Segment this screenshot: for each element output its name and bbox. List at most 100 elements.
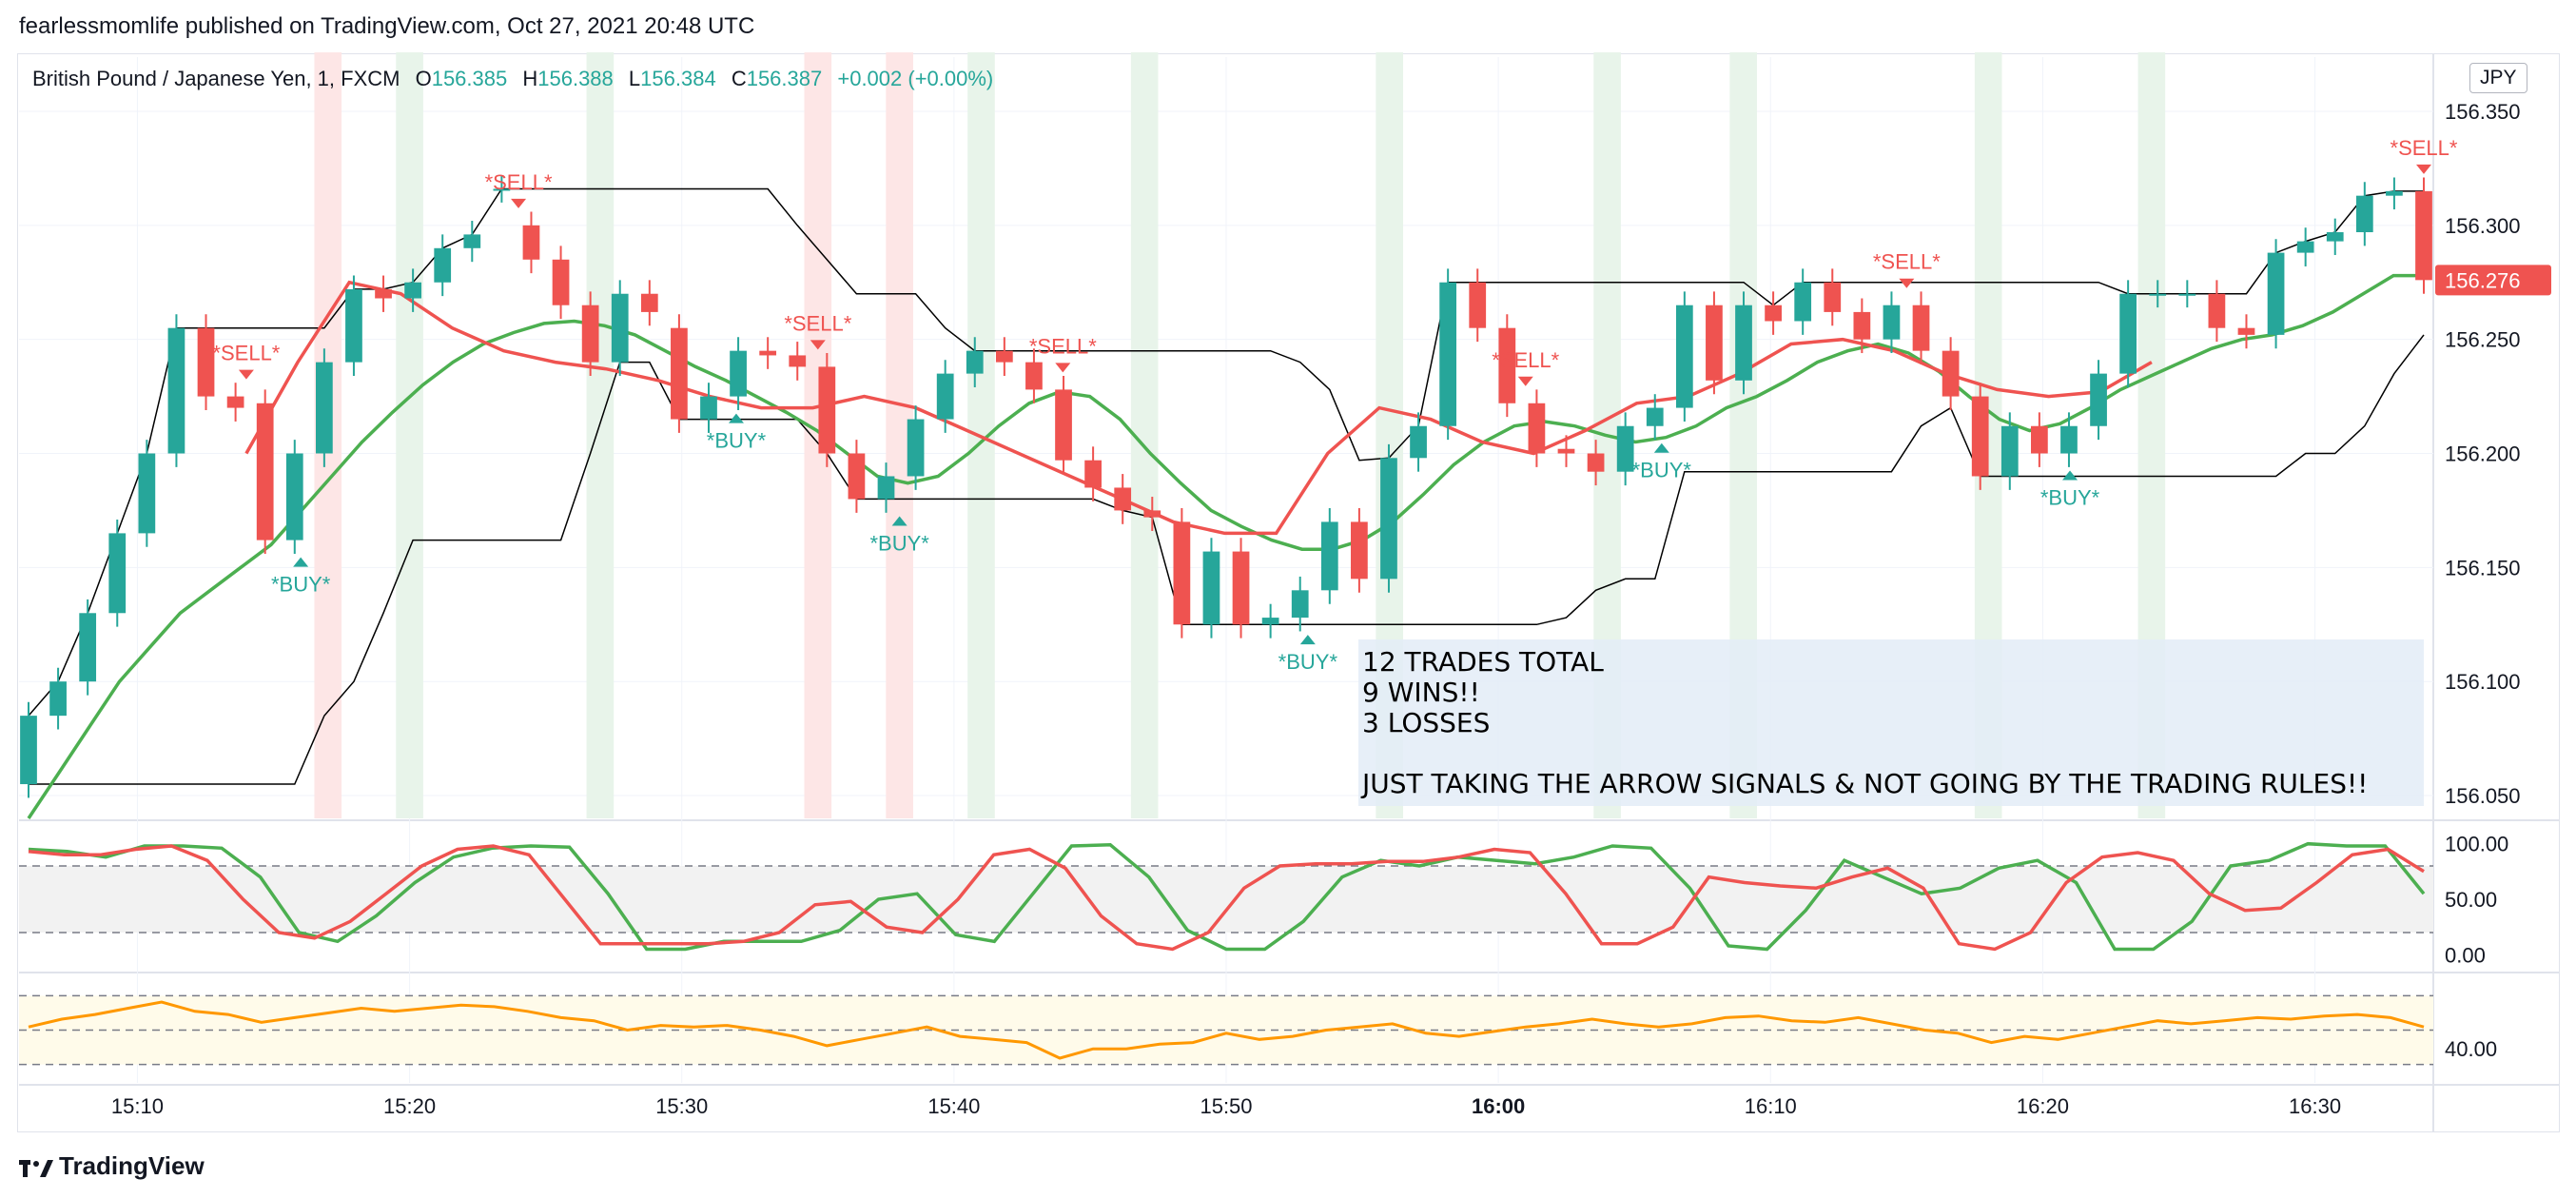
candle-body: [197, 327, 215, 397]
candle-body: [1616, 425, 1634, 472]
candle-body: [2178, 293, 2196, 296]
candle-body: [1912, 305, 1930, 351]
candle-body: [1202, 551, 1220, 625]
candle-body: [2267, 252, 2285, 335]
candle-body: [671, 327, 688, 420]
sell-signal-label: *SELL*: [784, 311, 851, 335]
candle-body: [1853, 311, 1871, 340]
x-tick-label: 16:10: [1745, 1094, 1797, 1118]
candle-body: [1675, 305, 1693, 408]
rsi-orange-line: [28, 1000, 2425, 1060]
candle-body: [522, 225, 540, 260]
candle-body: [759, 350, 777, 356]
note-line-trades: 12 TRADES TOTAL: [1362, 646, 1604, 678]
candle-body: [966, 350, 984, 374]
open-label: O: [415, 67, 432, 90]
candle-body: [2386, 190, 2403, 196]
y-tick-label: 156.300: [2445, 214, 2521, 238]
candle-body: [2031, 425, 2048, 454]
sell-arrow-icon: [1055, 363, 1071, 373]
y-tick-label: 156.100: [2445, 670, 2521, 694]
sell-arrow-icon: [810, 340, 826, 350]
candle-body: [1410, 425, 1427, 459]
buy-arrow-icon: [1653, 442, 1669, 453]
candle-body: [1971, 396, 1989, 477]
candle-body: [1320, 521, 1338, 591]
candle-body: [1114, 487, 1132, 511]
candle-body: [1261, 618, 1279, 625]
candle-body: [877, 476, 895, 500]
candle-body: [1439, 282, 1457, 426]
ohlc-legend: British Pound / Japanese Yen, 1, FXCM O 1…: [32, 67, 993, 91]
close-value: 156.387: [746, 67, 823, 90]
stoch-green-line: [28, 841, 2426, 952]
change-value: +0.002 (+0.00%): [837, 67, 994, 90]
candle-body: [1528, 403, 1546, 454]
candle-body: [2237, 327, 2255, 335]
stoch-tick-label: 50.00: [2445, 888, 2497, 912]
x-tick-label: 15:20: [383, 1094, 436, 1118]
sell-signal-label: *SELL*: [485, 170, 553, 194]
candle-body: [1232, 551, 1250, 625]
sell-signal-label: *SELL*: [2391, 136, 2458, 160]
candle-body: [936, 373, 954, 420]
candle-body: [1735, 305, 1752, 381]
buy-signal-label: *BUY*: [2040, 486, 2100, 510]
close-label: C: [731, 67, 747, 90]
upper-channel-line: [28, 187, 2424, 717]
candle-body: [1706, 305, 1723, 381]
tradingview-brand[interactable]: TradingView: [19, 1151, 205, 1181]
x-tick-label: 16:30: [2289, 1094, 2341, 1118]
last-price-tag: [2435, 265, 2551, 296]
stoch-tick-label: 100.00: [2445, 833, 2508, 856]
buy-arrow-icon: [1299, 635, 1316, 645]
candle-body: [700, 396, 717, 420]
x-tick-label: 16:00: [1472, 1094, 1525, 1118]
y-tick-label: 156.050: [2445, 784, 2521, 808]
candle-body: [2090, 373, 2107, 426]
chart-frame: [17, 53, 2560, 1132]
red-moving-average: [244, 280, 2153, 536]
symbol-name[interactable]: British Pound / Japanese Yen, 1, FXCM: [32, 67, 400, 90]
candle-body: [1646, 407, 1664, 426]
note-line-wins: 9 WINS!!: [1362, 677, 1480, 708]
candle-body: [552, 259, 570, 305]
candle-body: [1883, 305, 1901, 340]
buy-signal-label: *BUY*: [1278, 650, 1338, 674]
candle-body: [1587, 453, 1605, 472]
candle-body: [1824, 282, 1842, 312]
last-price-label: 156.276: [2445, 268, 2521, 292]
buy-signal-label: *BUY*: [1632, 459, 1692, 482]
candle-body: [79, 613, 97, 682]
high-value: 156.388: [537, 67, 614, 90]
buy-signal-label: *BUY*: [869, 531, 929, 555]
candle-body: [995, 350, 1013, 363]
candle-body: [285, 453, 303, 541]
y-tick-label: 156.350: [2445, 100, 2521, 124]
buy-signal-label: *BUY*: [707, 429, 767, 453]
candle-body: [345, 288, 362, 363]
candle-body: [2149, 293, 2167, 296]
candle-body: [1351, 521, 1368, 580]
currency-button[interactable]: JPY: [2469, 63, 2527, 93]
candle-body: [1143, 510, 1161, 518]
candle-body: [2119, 293, 2137, 374]
candle-body: [789, 355, 807, 367]
candle-body: [1498, 327, 1516, 403]
high-label: H: [522, 67, 538, 90]
y-tick-label: 156.200: [2445, 442, 2521, 466]
low-value: 156.384: [640, 67, 716, 90]
candle-body: [404, 282, 421, 299]
buy-signal-label: *BUY*: [271, 573, 331, 597]
buy-arrow-icon: [728, 413, 744, 423]
candle-body: [1173, 521, 1191, 625]
y-tick-label: 156.250: [2445, 328, 2521, 352]
candle-body: [2000, 425, 2019, 477]
annotation-box: [1358, 639, 2424, 806]
candle-body: [2296, 241, 2314, 253]
sell-signal-label: *SELL*: [1029, 334, 1097, 358]
candle-body: [463, 234, 481, 248]
stoch-red-line: [28, 844, 2425, 952]
candle-body: [1291, 590, 1309, 619]
